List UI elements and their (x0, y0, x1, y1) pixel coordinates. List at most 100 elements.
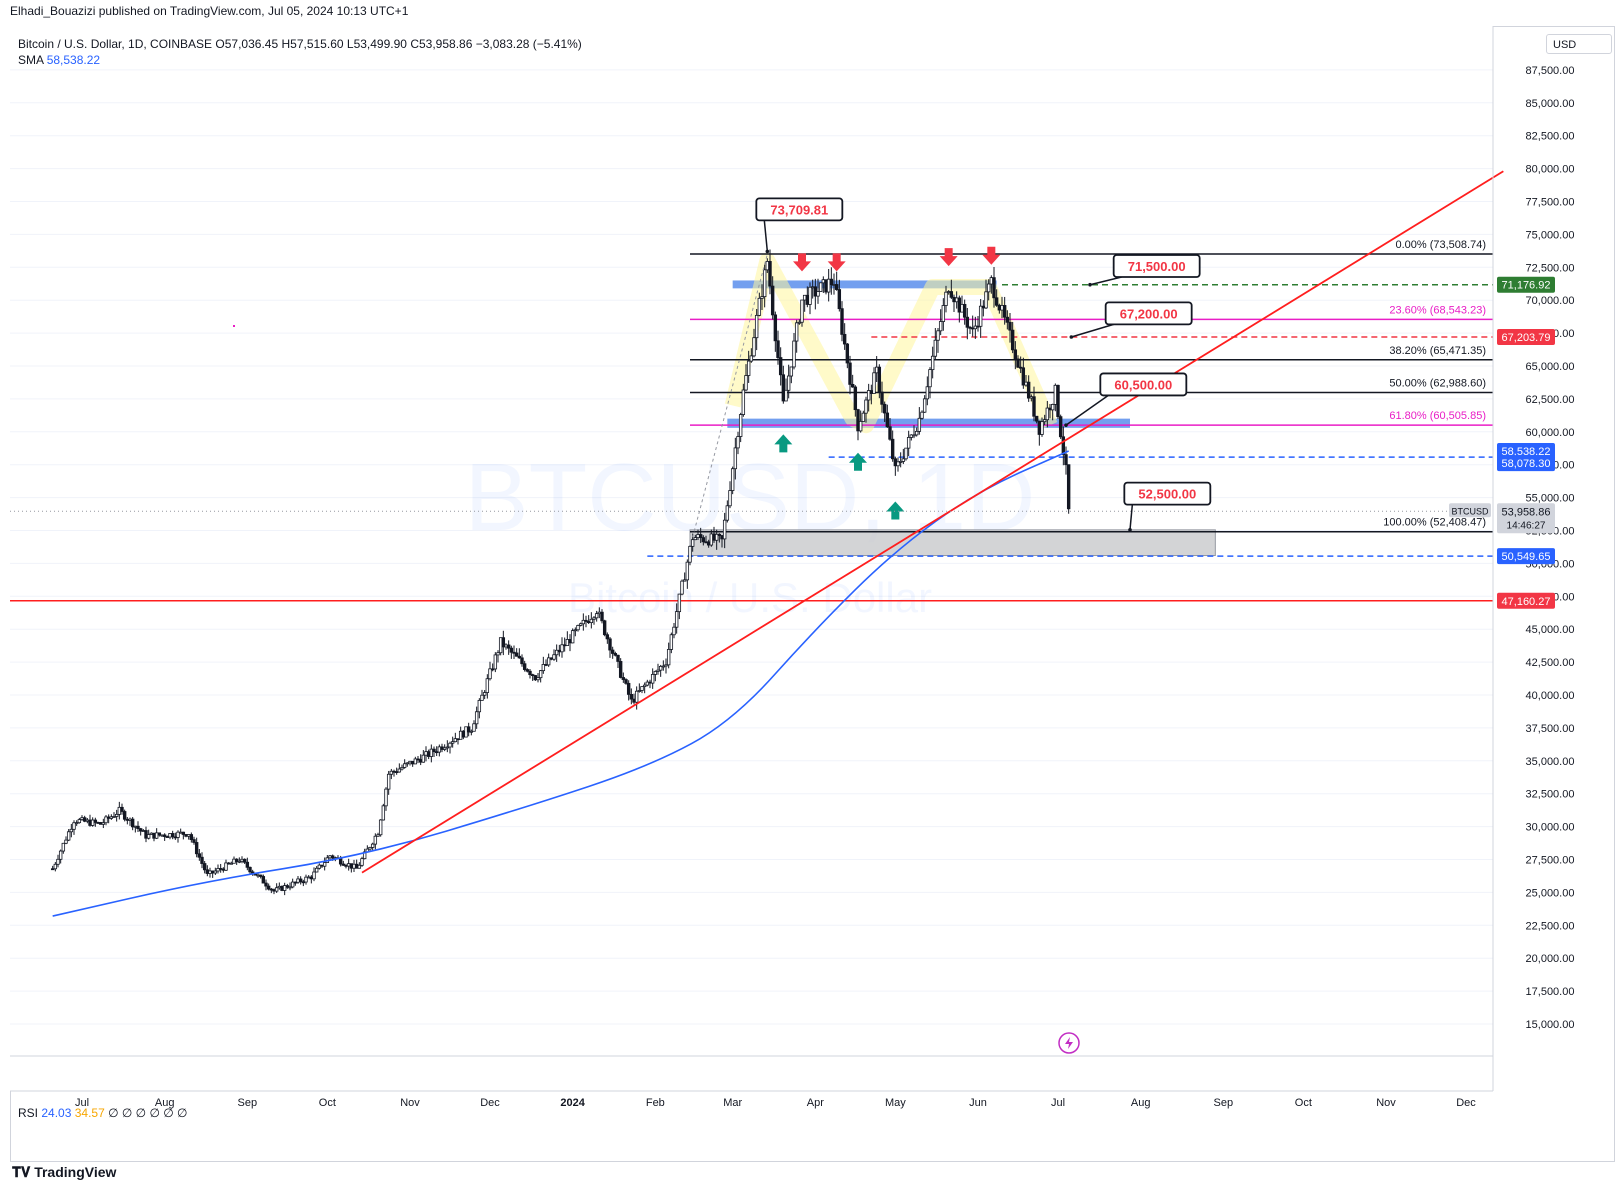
candle-body (730, 468, 735, 491)
candle-body (168, 833, 172, 838)
candle-body (440, 746, 444, 750)
candle-body (605, 634, 610, 640)
candle-body (234, 858, 239, 862)
candle-body (1000, 305, 1004, 311)
candle-body (1048, 407, 1052, 411)
candle-body (600, 611, 604, 622)
candle-body (906, 437, 911, 449)
candle-body (797, 321, 802, 324)
candle-body (1002, 305, 1007, 318)
candle-body (397, 768, 402, 773)
candle-body (122, 811, 127, 820)
callout-pointer (1129, 504, 1134, 530)
candle-body (965, 316, 970, 328)
rsi-value: 24.03 (41, 1106, 72, 1120)
candle-body (1045, 407, 1050, 421)
candle-body (682, 579, 687, 582)
symbol-tag (1449, 503, 1491, 518)
candle-body (848, 362, 852, 385)
candle-body (802, 294, 807, 301)
candle-body (864, 399, 868, 414)
candle-body (130, 818, 135, 828)
candle-body (77, 819, 82, 824)
candle-body (290, 881, 295, 888)
candle-body (312, 871, 316, 880)
tradingview-icon: 𝐓𝐕 (12, 1164, 31, 1180)
candle-body (642, 684, 647, 687)
candle-body (893, 458, 898, 467)
price-tag (1497, 455, 1555, 472)
candle-body (170, 833, 175, 838)
candle-body (762, 269, 767, 298)
candle-body (565, 639, 570, 646)
green-up-arrow-icon (774, 434, 793, 453)
candle-body (178, 831, 183, 834)
candle-body (368, 847, 372, 850)
candle-body (456, 738, 460, 741)
bolt-icon (1058, 1032, 1080, 1054)
candle-body (888, 426, 892, 440)
candle-body (394, 771, 399, 774)
candle-body (832, 284, 836, 286)
candle-body (696, 534, 700, 538)
candle-body (693, 537, 698, 541)
candle-body (58, 850, 63, 860)
sma-path (52, 450, 1069, 917)
candle-body (648, 681, 652, 684)
callout-label: 52,500.00 (1138, 487, 1196, 502)
horizontal-levels: 0.00% (73,508.74) 23.60% (68,543.23) 38.20… (10, 239, 1493, 602)
candle-body (309, 876, 314, 880)
candle-body (437, 746, 442, 753)
candle-body (704, 541, 708, 544)
candle-body (562, 644, 567, 647)
candle-body (933, 339, 938, 357)
candle-body (829, 278, 834, 286)
candle-body (554, 649, 559, 656)
callout-label: 71,500.00 (1128, 259, 1186, 274)
candle-body (189, 834, 194, 841)
candle-body (688, 545, 692, 563)
candle-body (101, 822, 106, 825)
candle-body (842, 333, 847, 345)
candle-body (568, 639, 572, 644)
time-tick-label: Sep (238, 1097, 258, 1109)
candle-body (154, 832, 159, 839)
candle-body (72, 822, 76, 830)
candle-body (224, 862, 228, 871)
candle-body (954, 297, 959, 303)
callout-pointer (1089, 276, 1122, 286)
candle-body (962, 303, 967, 318)
candle-body (176, 831, 180, 838)
zone-rect (689, 529, 1216, 557)
candle-body (226, 862, 231, 865)
candle-body (248, 866, 252, 873)
candle-body (538, 670, 543, 679)
time-axis: Jul Aug Sep Oct Nov Dec 2024 Feb Mar Apr May Jun Jul… (75, 1097, 1476, 1109)
candle-body (477, 699, 482, 713)
candle-body (805, 294, 810, 305)
candle-body (586, 621, 591, 624)
candle-body (592, 617, 596, 620)
candle-body (856, 409, 860, 432)
price-tag (1497, 276, 1555, 293)
sma-value: 58,538.22 (46, 53, 101, 67)
candle-body (773, 314, 778, 342)
candle-body (501, 637, 506, 648)
zone-rect (732, 280, 997, 289)
candle-body (946, 291, 951, 293)
last-price-label: 53,958.86 (1502, 506, 1551, 518)
price-tick-label: 72,500.00 (1526, 262, 1575, 274)
currency-button[interactable]: USD (1546, 34, 1612, 54)
candle-body (1056, 384, 1060, 418)
high-value: 57,515.60 (290, 37, 344, 51)
candle-body (917, 417, 922, 432)
red-down-arrow-icon (793, 253, 811, 272)
red-down-arrow-icon (827, 253, 846, 272)
candle-body (418, 759, 423, 763)
candle-body (96, 822, 100, 824)
candle-body (637, 690, 642, 692)
candle-body (296, 878, 300, 883)
candle-body (136, 825, 140, 830)
candle-body (941, 305, 946, 322)
